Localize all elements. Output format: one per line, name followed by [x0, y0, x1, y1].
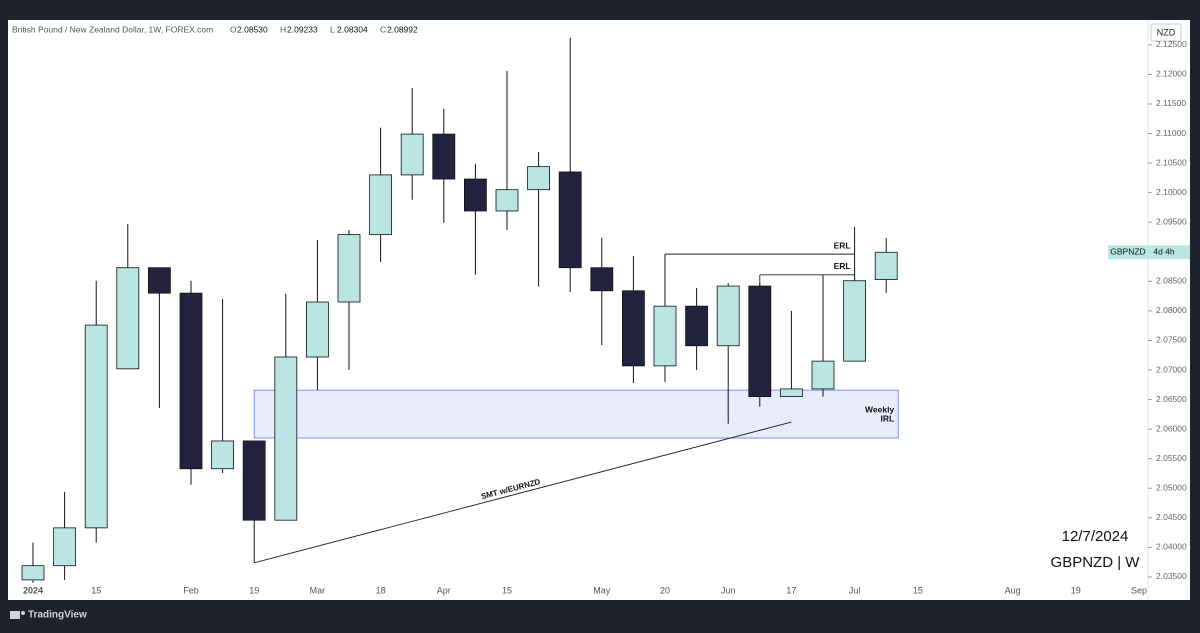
watermark-date: 12/7/2024 [1062, 528, 1129, 545]
zone-label: IRL [880, 413, 894, 423]
brand: TradingView [28, 610, 87, 621]
price-tick-label: 2.12000 [1156, 69, 1187, 79]
candle-body [21, 565, 45, 581]
symbol-tag: GBPNZD [1110, 246, 1145, 256]
candle-body [748, 285, 772, 398]
date-label: Apr [437, 585, 451, 595]
price-tick-label: 2.12500 [1156, 39, 1187, 49]
price-tick-label: 2.10500 [1156, 157, 1187, 167]
zone-label: Weekly [865, 404, 894, 414]
price-tick-label: 2.05500 [1156, 453, 1187, 463]
candle-body [179, 292, 203, 470]
candle-body [400, 133, 424, 176]
price-tick-label: 2.06000 [1156, 423, 1187, 433]
date-label: 19 [249, 585, 259, 595]
candle-body [622, 290, 645, 367]
erl-label: ERL [834, 240, 851, 250]
date-label: Feb [183, 585, 199, 595]
date-label: Mar [310, 585, 326, 595]
candle-body [84, 324, 108, 529]
candle-body [463, 178, 487, 212]
price-tick-label: 2.09500 [1156, 216, 1187, 226]
watermark-symbol: GBPNZD | W [1051, 554, 1141, 571]
ohlc-key: C [380, 24, 386, 34]
tv-logo [10, 611, 25, 619]
ohlc-key: L [330, 24, 335, 34]
price-tick-label: 2.08500 [1156, 276, 1187, 286]
date-label: Aug [1005, 585, 1021, 595]
date-label: Jul [849, 585, 861, 595]
countdown: 4d 4h [1153, 246, 1175, 256]
ohlc-value: 2.09233 [287, 24, 318, 34]
currency-box [1150, 23, 1182, 42]
price-tick-label: 2.03500 [1156, 571, 1187, 581]
candle-body [337, 234, 361, 303]
candle-body [369, 174, 393, 236]
price-tick-label: 2.11500 [1156, 98, 1186, 108]
date-label: 19 [1071, 585, 1081, 595]
candle-body [685, 305, 708, 347]
erl-label: ERL [834, 261, 851, 271]
price-tick-label: 2.06500 [1156, 394, 1187, 404]
candle-body [716, 285, 740, 347]
candle-body [843, 280, 866, 362]
candle-body [780, 388, 803, 398]
candle-body [590, 267, 614, 292]
date-label: 2024 [23, 585, 43, 595]
candle-body [432, 133, 456, 180]
price-tick-label: 2.04000 [1156, 542, 1187, 552]
price-tick-label: 2.10000 [1156, 187, 1187, 197]
price-tick-label: 2.07500 [1156, 335, 1187, 345]
ohlc-key: H [280, 24, 286, 34]
candle-body [305, 301, 329, 358]
date-label: 15 [913, 585, 923, 595]
price-tick-label: 2.08000 [1156, 305, 1187, 315]
candle-body [495, 189, 519, 212]
date-label: 15 [91, 585, 101, 595]
candle-body [811, 360, 835, 390]
symbol-title: British Pound / New Zealand Dollar, 1W, … [12, 24, 213, 34]
candle-body [116, 267, 140, 370]
countdown-box [1148, 245, 1190, 260]
smt-line [254, 421, 792, 564]
date-label: 17 [786, 585, 796, 595]
candle-body [653, 305, 677, 367]
ohlc-key: O [230, 24, 237, 34]
candle-body [558, 171, 582, 269]
date-label: Jun [721, 585, 736, 595]
candle-body [874, 251, 898, 280]
ohlc-value: 2.08530 [237, 24, 268, 34]
ohlc-value: 2.08992 [387, 24, 418, 34]
currency-tag: NZD [1157, 27, 1176, 37]
chart-pane [8, 20, 1190, 600]
date-label: 18 [376, 585, 386, 595]
price-tick-label: 2.07000 [1156, 364, 1187, 374]
irl-zone [253, 389, 899, 439]
candle-body [274, 356, 298, 521]
price-tick-label: 2.04500 [1156, 512, 1187, 522]
ohlc-value: 2.08304 [337, 24, 368, 34]
date-label: May [593, 585, 611, 595]
date-label: 15 [502, 585, 512, 595]
symbol-tag-box [1108, 245, 1148, 260]
candle-body [53, 527, 76, 567]
candle-body [242, 440, 266, 521]
date-label: Sep [1131, 585, 1147, 595]
price-tick-label: 2.11000 [1156, 128, 1186, 138]
candle-body [147, 267, 171, 294]
date-label: 20 [660, 585, 670, 595]
candle-body [527, 166, 550, 191]
ohlc-readout: O 2.08530 H 2.09233 L 2.08304 C 2.08992 [230, 24, 418, 34]
price-tick-label: 2.05000 [1156, 483, 1187, 493]
candle-body [211, 440, 235, 470]
